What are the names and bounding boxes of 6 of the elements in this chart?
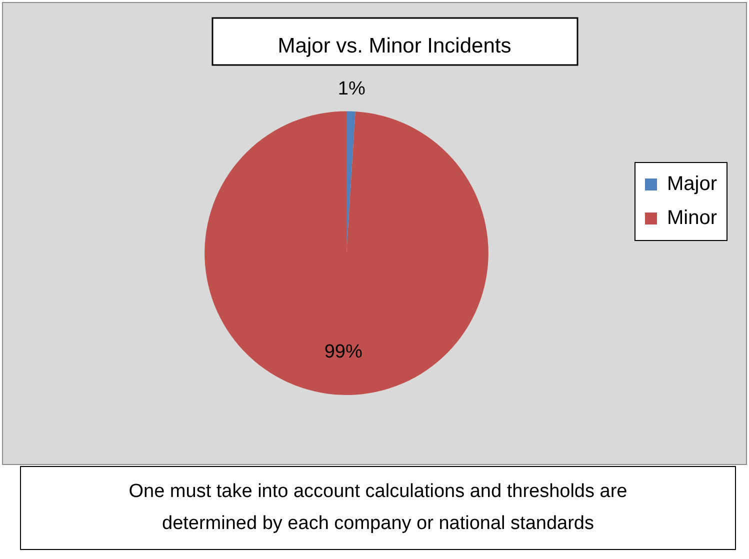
data-label: 99% [324,342,362,363]
legend-label: Major [666,173,718,196]
data-label: 1% [338,78,366,100]
legend-label: Minor [666,207,718,230]
text: One must take into account calculations and thresholds are determined by each company or national standards [20,466,736,550]
chart-title: Major vs. Minor Incidents [278,34,512,58]
